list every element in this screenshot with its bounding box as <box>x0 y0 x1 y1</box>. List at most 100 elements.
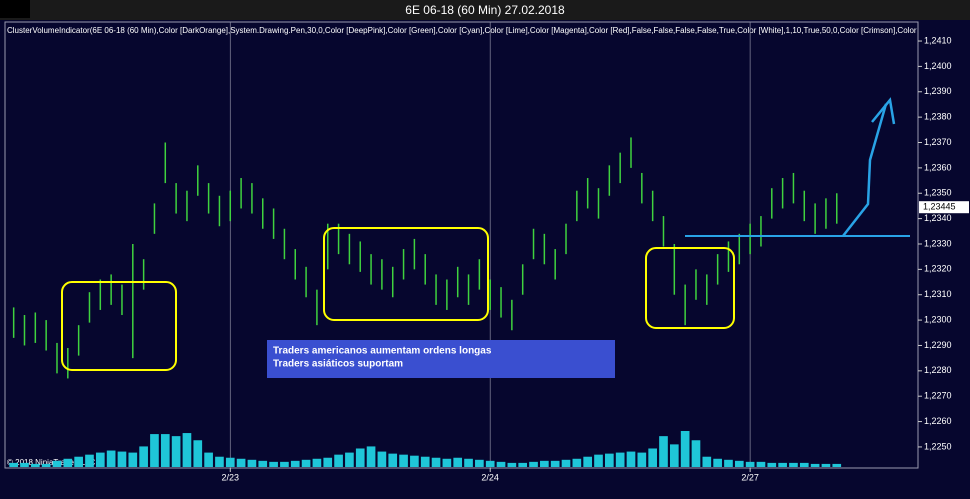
y-tick-label: 1,2270 <box>924 391 952 401</box>
volume-bar <box>269 461 278 467</box>
y-tick-label: 1,2290 <box>924 340 952 350</box>
volume-bar <box>767 462 777 467</box>
volume-bar <box>475 459 484 467</box>
volume-bar <box>160 434 170 467</box>
y-tick-label: 1,2360 <box>924 162 952 172</box>
arrow-head <box>871 97 896 125</box>
volume-bar <box>431 457 441 467</box>
last-price-box <box>919 201 969 214</box>
y-tick-label: 1,2260 <box>924 416 952 426</box>
y-tick-label: 1,2410 <box>924 35 952 45</box>
volume-bar <box>745 461 755 467</box>
volume-bar <box>171 436 181 467</box>
volume-bar <box>583 456 593 467</box>
volume-bar <box>215 456 224 467</box>
volume-bar <box>518 462 528 467</box>
volume-bar <box>139 446 148 467</box>
volume-bar <box>821 463 831 467</box>
volume-bar <box>442 458 452 467</box>
volume-bar <box>756 461 766 467</box>
x-tick-label: 2/23 <box>222 472 240 482</box>
volume-bar <box>399 454 408 467</box>
volume-bar <box>691 440 701 467</box>
volume-bar <box>301 459 311 467</box>
x-tick-label: 2/27 <box>741 472 759 482</box>
volume-bar <box>52 460 62 467</box>
volume-bar <box>323 457 333 467</box>
y-tick-label: 1,2250 <box>924 441 952 451</box>
corner-box <box>0 0 30 18</box>
chart-title: 6E 06-18 (60 Min) 27.02.2018 <box>405 3 565 17</box>
y-tick-label: 1,2330 <box>924 238 952 248</box>
y-tick-label: 1,2340 <box>924 213 952 223</box>
volume-bar <box>789 462 798 467</box>
y-tick-label: 1,2280 <box>924 365 952 375</box>
volume-bar <box>9 462 18 467</box>
copyright: © 2018 NinjaTrader, LLC <box>7 458 96 467</box>
annotation: Traders americanos aumentam ordens longa… <box>273 346 492 357</box>
volume-bar <box>540 460 549 467</box>
volume-bar <box>464 458 473 467</box>
volume-bar <box>334 454 343 467</box>
highlight-box <box>323 227 489 321</box>
volume-bar <box>550 460 560 467</box>
y-tick-label: 1,2310 <box>924 289 952 299</box>
volume-bar <box>74 456 83 467</box>
volume-bar <box>724 459 733 467</box>
volume-bar <box>680 431 690 467</box>
volume-bar <box>182 433 192 467</box>
x-tick-label: 2/24 <box>481 472 499 482</box>
volume-bar <box>648 448 657 467</box>
y-tick-label: 1,2400 <box>924 61 952 71</box>
volume-bar <box>496 461 506 467</box>
volume-bar <box>626 451 636 467</box>
volume-bar <box>225 457 235 467</box>
volume-bar <box>507 462 517 467</box>
volume-bar <box>106 450 116 467</box>
volume-bar <box>778 462 787 467</box>
volume-bar <box>561 459 571 467</box>
volume-bar <box>485 460 495 467</box>
volume-bar <box>355 448 365 467</box>
volume-bar <box>20 462 29 467</box>
volume-bar <box>605 453 614 467</box>
volume-bar <box>659 436 668 467</box>
volume-bar <box>388 453 398 467</box>
volume-bar <box>247 459 257 467</box>
volume-bar <box>669 444 679 467</box>
volume-bar <box>85 454 94 467</box>
volume-bar <box>366 446 376 467</box>
volume-bar <box>420 456 430 467</box>
volume-bar <box>832 463 842 467</box>
volume-bar <box>799 462 809 467</box>
volume-bar <box>734 460 744 467</box>
y-tick-label: 1,2380 <box>924 112 952 122</box>
volume-bar <box>236 458 246 467</box>
volume-bar <box>702 456 712 467</box>
y-tick-label: 1,2300 <box>924 314 952 324</box>
annotation-box <box>267 340 615 378</box>
volume-bar <box>594 454 603 467</box>
highlight-box <box>61 281 177 371</box>
volume-bar <box>95 452 105 467</box>
volume-bar <box>193 440 203 467</box>
volume-bar <box>128 452 138 467</box>
volume-bar <box>377 451 387 467</box>
trend-arrow <box>842 103 888 237</box>
volume-bar <box>30 463 40 467</box>
volume-bar <box>63 458 73 467</box>
volume-bar <box>453 457 463 467</box>
y-tick-label: 1,2390 <box>924 86 952 96</box>
volume-bar <box>290 460 300 467</box>
volume-bar <box>150 434 159 467</box>
volume-bar <box>280 461 289 467</box>
volume-bar <box>258 460 268 467</box>
volume-bar <box>529 461 538 467</box>
title-bar <box>0 0 970 20</box>
indicator-label: ClusterVolumeIndicator(6E 06-18 (60 Min)… <box>7 26 941 35</box>
volume-bar <box>204 452 213 467</box>
y-tick-label: 1,2320 <box>924 264 952 274</box>
y-tick-label: 1,2370 <box>924 137 952 147</box>
